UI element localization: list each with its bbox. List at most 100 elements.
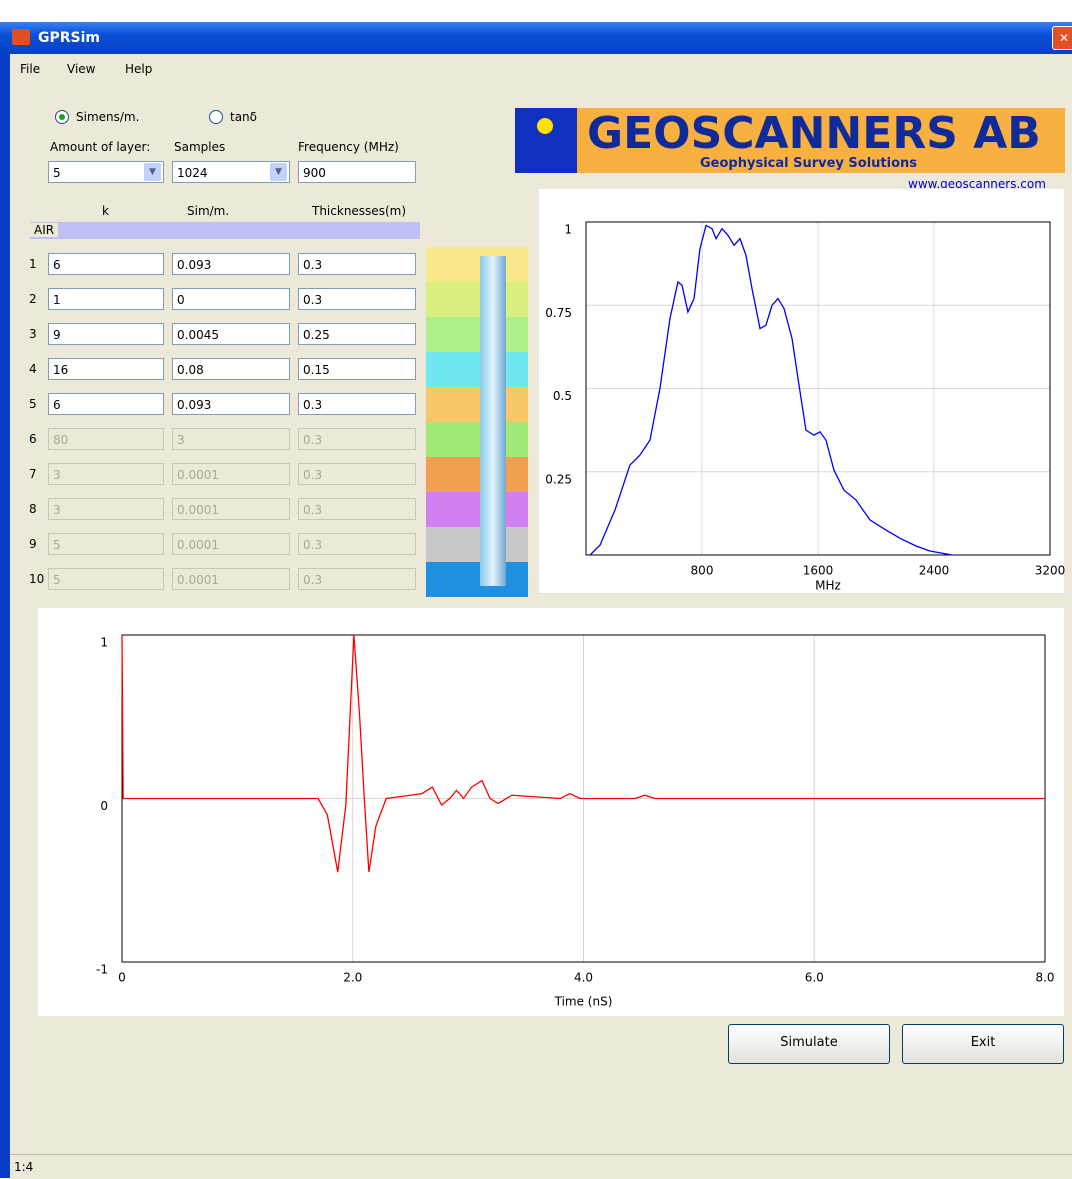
label: Frequency (MHz) [298,140,399,154]
menu-item[interactable]: Help [125,62,152,76]
layer-input: 0.3 [298,428,416,450]
y-tick-label: 0.75 [545,306,572,320]
row-number: 1 [29,257,37,271]
layer-band [426,422,528,457]
layer-band [426,282,528,317]
layer-input[interactable]: 0.3 [298,393,416,415]
layer-band [426,317,528,352]
layer-input[interactable]: 0.093 [172,393,290,415]
x-tick-label: 0 [118,971,126,985]
row-number: 10 [29,572,44,586]
layer-band [426,527,528,562]
row-number: 4 [29,362,37,376]
status-text: 1:4 [14,1160,33,1174]
x-tick-label: 6.0 [805,971,824,985]
row-number: 6 [29,432,37,446]
layer-input: 5 [48,533,164,555]
layer-input: 0.3 [298,533,416,555]
air-label: AIR [30,223,58,237]
x-tick-label: 2400 [919,564,950,578]
layer-input[interactable]: 16 [48,358,164,380]
label: Samples [174,140,225,154]
status-bar: 1:4 [10,1154,1072,1179]
y-tick-label: 0.5 [553,389,572,403]
menu-item[interactable]: File [20,62,40,76]
window-title: GPRSim [38,30,100,46]
row-number: 7 [29,467,37,481]
spectrum-chart: 800 1600 2400 3200 0.25 0.5 0.75 1 MHz [538,188,1065,594]
row-number: 3 [29,327,37,341]
x-tick-label: 800 [691,564,714,578]
logo: GEOSCANNERS AB Geophysical Survey Soluti… [515,108,1065,173]
layer-input: 0.3 [298,568,416,590]
y-tick-label: 0.25 [545,472,572,486]
x-tick-label: 1600 [803,564,834,578]
layer-band [426,247,528,282]
layer-input[interactable]: 0.093 [172,253,290,275]
layer-band [426,457,528,492]
exit-button[interactable]: Exit [902,1024,1064,1064]
layer-band [426,352,528,387]
y-tick-label: -1 [96,963,108,977]
chart-background [538,188,1065,594]
layer-input: 3 [172,428,290,450]
x-tick-label: 2.0 [343,971,362,985]
frequency-input[interactable]: 900 [298,161,416,183]
layer-input: 0.3 [298,498,416,520]
close-button[interactable]: ✕ [1052,26,1072,50]
layer-input[interactable]: 0.15 [298,358,416,380]
layer-input: 5 [48,568,164,590]
radio-label: tanδ [230,110,257,124]
layer-input[interactable]: 0.3 [298,288,416,310]
layer-input: 0.3 [298,463,416,485]
air-layer: AIR [30,222,420,239]
x-tick-label: 8.0 [1035,971,1054,985]
layer-input: 0.0001 [172,498,290,520]
layer-arrow [480,256,506,586]
app-icon [12,29,30,45]
layer-input[interactable]: 9 [48,323,164,345]
layer-input[interactable]: 0.25 [298,323,416,345]
layer-input: 0.0001 [172,463,290,485]
layer-input[interactable]: 0 [172,288,290,310]
layer-input: 3 [48,498,164,520]
row-number: 5 [29,397,37,411]
menu-item[interactable]: View [67,62,95,76]
x-axis-label: MHz [815,579,841,593]
layer-input: 3 [48,463,164,485]
row-number: 8 [29,502,37,516]
simulate-button[interactable]: Simulate [728,1024,890,1064]
logo-name: GEOSCANNERS AB [587,108,1041,159]
layer-input[interactable]: 1 [48,288,164,310]
x-axis-label: Time (nS) [554,995,613,1009]
radio-button[interactable] [55,110,69,124]
radio-button[interactable] [209,110,223,124]
layer-input[interactable]: 6 [48,393,164,415]
layer-band [426,562,528,597]
y-tick-label: 1 [564,223,572,237]
page: {"window":{"title":"GPRSim"}, "menu":["F… [0,0,1072,1178]
title-bar: GPRSim ✕ [0,22,1072,54]
y-tick-label: 1 [100,636,108,650]
row-number: 9 [29,537,37,551]
column-header: k [102,204,109,218]
layer-input: 0.0001 [172,533,290,555]
layer-input[interactable]: 0.08 [172,358,290,380]
layer-band [426,387,528,422]
dropdown-arrow[interactable]: ▼ [144,163,161,181]
layer-input[interactable]: 0.0045 [172,323,290,345]
x-tick-label: 3200 [1035,564,1065,578]
layer-input: 80 [48,428,164,450]
logo-tagline: Geophysical Survey Solutions [700,156,917,171]
y-tick-label: 0 [100,799,108,813]
column-header: Thicknesses(m) [312,204,406,218]
layer-input: 0.0001 [172,568,290,590]
layer-input[interactable]: 0.3 [298,253,416,275]
layer-band [426,492,528,527]
menu-bar: File View Help [10,54,1072,84]
layer-input[interactable]: 6 [48,253,164,275]
dropdown-arrow[interactable]: ▼ [270,163,287,181]
column-header: Sim/m. [187,204,229,218]
label: Amount of layer: [50,140,150,154]
